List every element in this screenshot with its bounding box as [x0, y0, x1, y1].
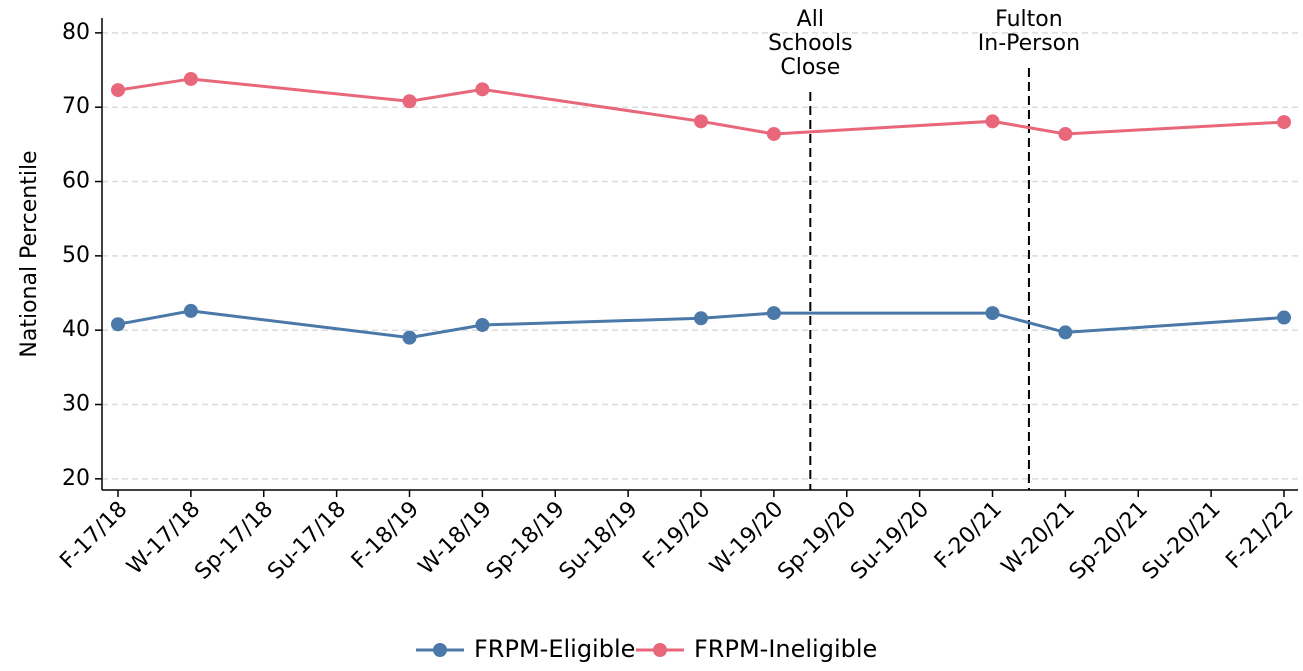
y-tick-label: 70	[62, 94, 90, 119]
point	[1058, 126, 1073, 141]
point	[1058, 325, 1073, 340]
x-tick-label: F-20/21	[930, 497, 1007, 574]
legend-marker	[433, 643, 447, 657]
point	[1277, 310, 1291, 325]
point	[402, 94, 417, 109]
y-tick-label: 60	[62, 169, 90, 194]
annotation-text: Schools	[768, 31, 853, 56]
x-tick-label: F-19/20	[638, 497, 715, 574]
point	[111, 317, 125, 332]
x-tick-label: Su-19/20	[846, 497, 934, 585]
point	[694, 114, 708, 129]
x-tick-label: F-17/18	[55, 497, 132, 574]
x-tick-label: Sp-18/19	[482, 497, 570, 585]
point	[111, 83, 125, 98]
legend-marker	[653, 643, 667, 657]
x-tick-label: F-18/19	[347, 497, 424, 574]
annotation-text: Fulton	[995, 7, 1063, 32]
y-tick-label: 50	[62, 243, 90, 268]
point	[183, 71, 198, 86]
x-tick-label: Su-17/18	[263, 497, 351, 585]
x-tick-label: Sp-17/18	[190, 497, 278, 585]
y-tick-label: 30	[62, 392, 90, 417]
y-axis-label: National Percentile	[17, 150, 42, 357]
point	[402, 330, 417, 345]
point	[1277, 115, 1291, 130]
annotation-text: All	[797, 7, 824, 32]
legend-label: FRPM-Eligible	[474, 635, 635, 663]
x-tick-label: Sp-19/20	[773, 497, 861, 585]
y-tick-label: 40	[62, 317, 90, 342]
x-tick-label: F-21/22	[1221, 497, 1298, 574]
point	[475, 82, 490, 97]
x-tick-label: Sp-20/21	[1065, 497, 1153, 585]
point	[985, 306, 1000, 321]
x-tick-label: Su-20/21	[1138, 497, 1226, 585]
point	[694, 311, 708, 326]
point	[183, 303, 198, 318]
point	[475, 317, 490, 332]
y-tick-label: 20	[62, 466, 90, 491]
point	[985, 114, 1000, 129]
point	[766, 306, 781, 321]
y-tick-label: 80	[62, 20, 90, 45]
annotation-text: Close	[780, 55, 840, 80]
point	[766, 126, 781, 141]
legend-label: FRPM-Ineligible	[694, 635, 877, 663]
annotation-text: In-Person	[978, 31, 1080, 56]
x-tick-label: Su-18/19	[555, 497, 643, 585]
